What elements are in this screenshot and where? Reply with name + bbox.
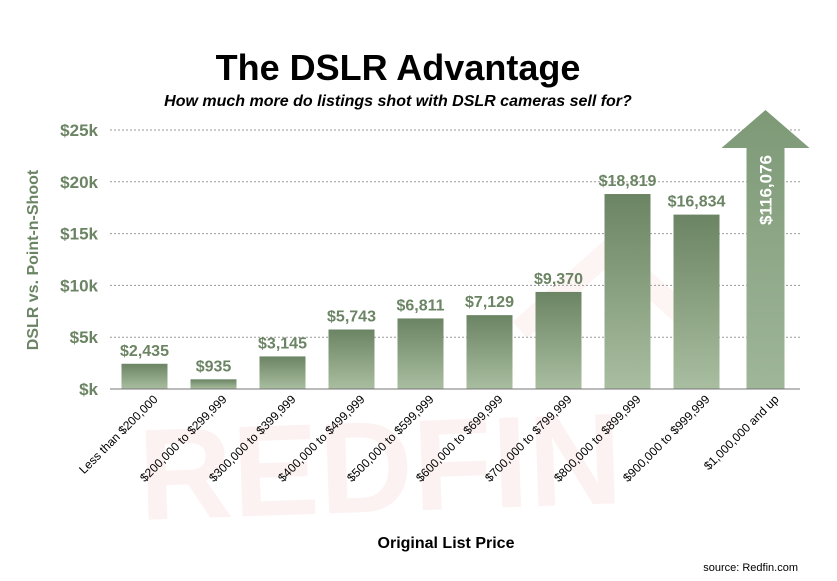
bar [466,315,513,389]
value-label: $935 [196,358,232,375]
value-label: $2,435 [120,343,169,360]
bar [535,291,582,389]
y-axis-label: DSLR vs. Point-n-Shoot [25,169,42,350]
x-tick-label: $1,000,000 and up [701,392,782,473]
value-label: $6,811 [396,297,444,314]
gridlines [110,129,800,338]
x-axis-label: Original List Price [378,535,515,552]
y-tick-label: $10k [60,276,98,295]
bar [190,379,237,389]
value-label: $116,076 [757,155,776,225]
bar [673,214,720,389]
bar [397,318,444,389]
bars [121,110,810,389]
value-labels: $2,435 $935 $3,145 $5,743 $6,811 $7,129 $9,370… [120,155,775,375]
source-note: source: Redfin.com [703,562,798,574]
bar-arrow-off-scale [721,110,810,389]
value-label: $3,145 [258,335,307,352]
watermark-text: REDFIN [136,385,625,548]
value-label: $7,129 [465,294,514,311]
chart-title: The DSLR Advantage [216,47,581,88]
y-tick-label: $20k [60,173,98,192]
value-label: $9,370 [534,271,583,288]
bar [121,363,168,389]
value-label: $5,743 [327,309,376,326]
value-label: $16,834 [668,194,726,211]
value-label: $18,819 [599,173,657,190]
y-tick-label: $15k [60,225,98,244]
chart-subtitle: How much more do listings shot with DSLR… [164,93,632,110]
bar [328,329,375,389]
y-tick-label: $k [79,380,98,399]
y-axis-ticks: $k $5k $10k $15k $20k $25k [60,121,98,399]
bar [604,194,651,389]
y-tick-label: $5k [70,328,99,347]
bar [259,356,306,389]
y-tick-label: $25k [60,121,98,140]
